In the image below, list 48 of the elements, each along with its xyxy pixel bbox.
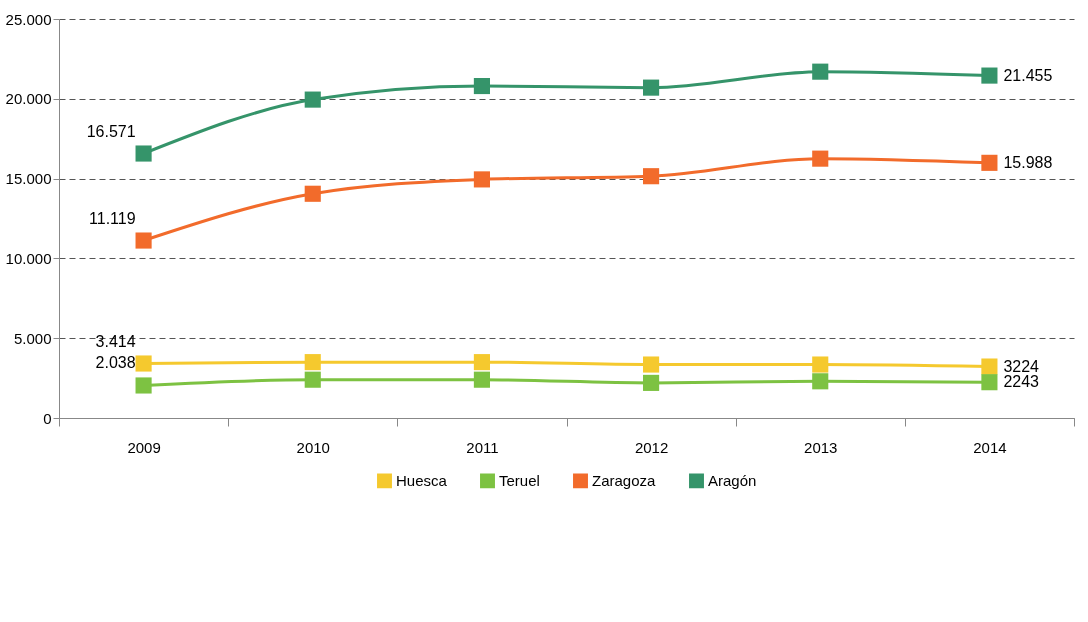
legend-label: Huesca — [396, 471, 448, 489]
point — [135, 232, 152, 249]
point — [643, 168, 660, 185]
point — [643, 79, 660, 96]
y-tick-label: 10.000 — [5, 249, 52, 267]
y-tick-label: 15.000 — [5, 170, 52, 188]
y-tick-label: 25.000 — [5, 10, 52, 28]
data-label: 3.414 — [95, 332, 136, 350]
point — [304, 91, 321, 108]
y-tick-label: 0 — [43, 409, 52, 427]
legend-label: Teruel — [499, 471, 540, 489]
data-label: 16.571 — [86, 122, 136, 140]
data-label: 11.119 — [89, 209, 136, 227]
data-label: 2.038 — [95, 354, 136, 372]
data-label: 15.988 — [1003, 153, 1053, 171]
point — [473, 371, 490, 388]
point — [304, 185, 321, 202]
point — [812, 356, 829, 373]
legend-label: Zaragoza — [592, 471, 657, 489]
y-tick-label: 5.000 — [13, 329, 52, 347]
x-tick-label: 2011 — [466, 438, 499, 456]
point — [304, 371, 321, 388]
point — [812, 373, 829, 390]
y-tick-label: 20.000 — [5, 90, 52, 108]
data-label: 3224 — [1003, 357, 1040, 375]
x-tick-label: 2014 — [973, 438, 1007, 456]
legend-label: Aragón — [708, 471, 757, 489]
data-label: 21.455 — [1003, 66, 1053, 84]
point — [643, 374, 660, 391]
point — [981, 374, 998, 391]
point — [812, 150, 829, 167]
data-label: 2243 — [1003, 373, 1040, 391]
x-tick-label: 2013 — [804, 438, 838, 456]
point — [473, 77, 490, 95]
point — [643, 356, 660, 373]
x-tick-label: 2010 — [296, 438, 330, 456]
x-tick-label: 2012 — [634, 438, 669, 456]
point — [981, 154, 998, 171]
point — [473, 354, 490, 371]
point — [135, 145, 152, 162]
point — [473, 171, 490, 188]
point — [135, 377, 152, 394]
x-tick-label: 2009 — [127, 438, 161, 456]
point — [304, 354, 321, 371]
point — [812, 63, 829, 80]
point — [981, 67, 998, 84]
point — [135, 355, 152, 372]
point — [981, 358, 998, 375]
